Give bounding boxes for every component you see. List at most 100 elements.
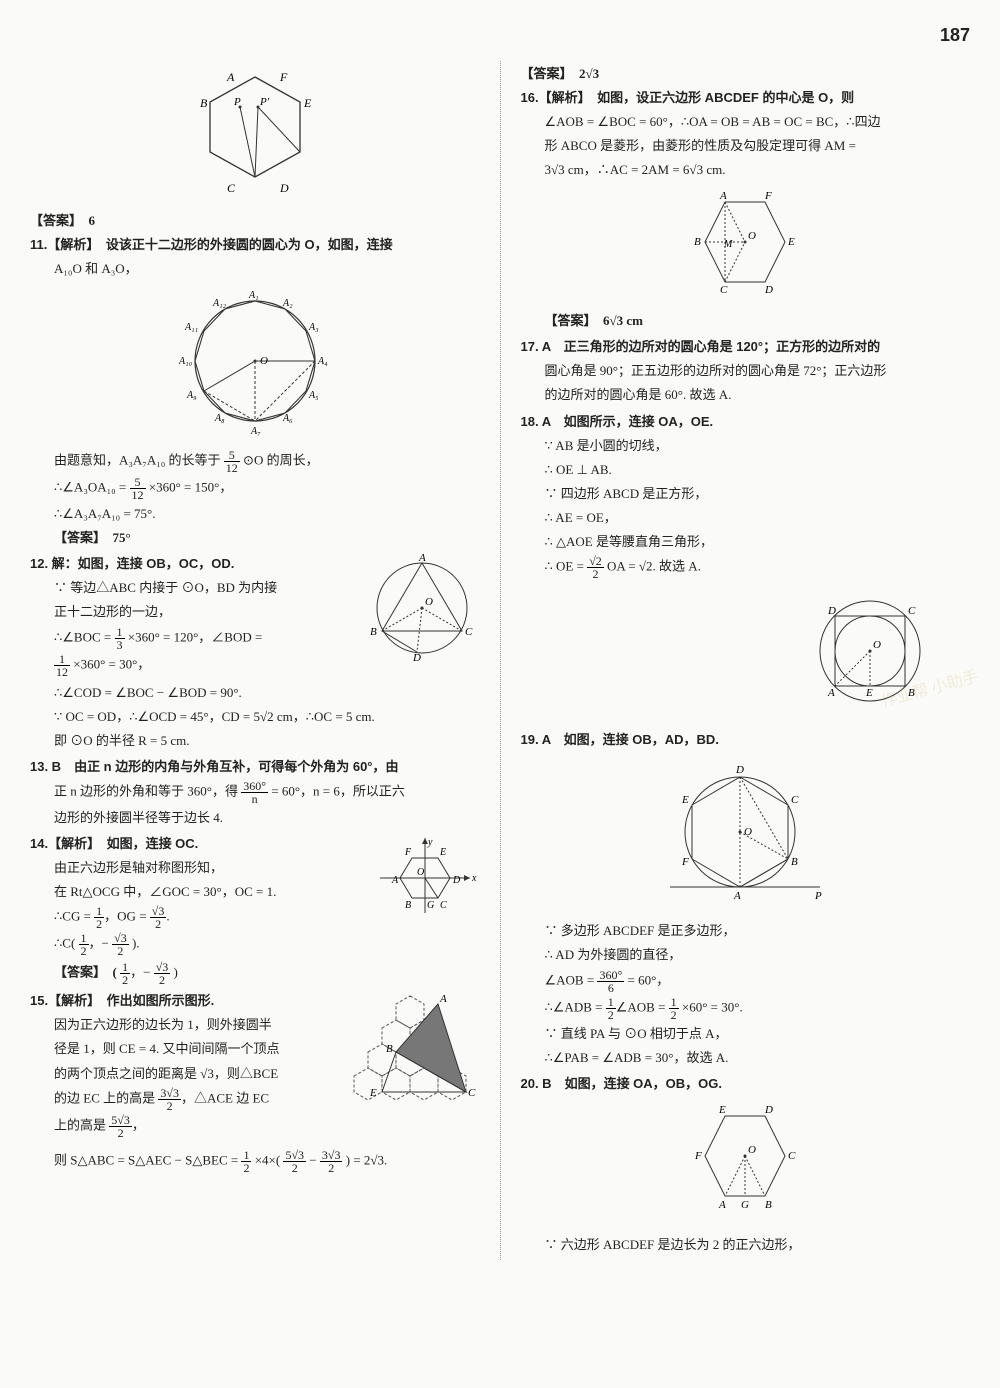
answer-14: 【答案】 ( 12，− √32 ): [30, 961, 480, 986]
q18-l3: ∵ 四边形 ABCD 是正方形，: [521, 483, 971, 505]
page-number: 187: [30, 20, 970, 51]
svg-text:C: C: [791, 794, 799, 806]
svg-text:F: F: [279, 70, 288, 84]
svg-text:A₄: A₄: [317, 356, 328, 367]
svg-text:O: O: [260, 355, 268, 367]
qnum-12: 12. 解：如图，连接 OB，OC，OD.: [30, 556, 234, 571]
svg-text:O: O: [744, 826, 752, 838]
q18-l2: ∴ OE ⊥ AB.: [521, 459, 971, 481]
svg-text:B: B: [765, 1199, 772, 1211]
svg-text:B: B: [386, 1043, 393, 1055]
svg-text:D: D: [764, 1104, 773, 1116]
svg-text:D: D: [764, 284, 773, 296]
qnum-15: 15.【解析】 作出如图所示图形.: [30, 993, 214, 1008]
svg-text:D: D: [452, 875, 461, 886]
fig-20: E D F C A B G O: [521, 1101, 971, 1228]
svg-text:C: C: [440, 900, 447, 911]
svg-text:A: A: [718, 1199, 726, 1211]
svg-text:F: F: [681, 856, 689, 868]
answer-10: 【答案】 6: [30, 210, 480, 232]
fig-16: A F B E C D O M: [521, 187, 971, 304]
q11-l2: 由题意知，A₃A₇A₁₀ 的长等于 512 ⊙O 的周长，: [30, 449, 480, 474]
svg-text:F: F: [764, 190, 772, 202]
q19-l5: ∵ 直线 PA 与 ⊙O 相切于点 A，: [521, 1023, 971, 1045]
svg-text:A: A: [391, 875, 399, 886]
q19-l6: ∴∠PAB = ∠ADB = 30°，故选 A.: [521, 1047, 971, 1069]
q18-l5: ∴ △AOE 是等腰直角三角形，: [521, 531, 971, 553]
svg-text:A₉: A₉: [186, 390, 197, 401]
svg-text:C: C: [788, 1150, 796, 1162]
qnum-19: 19. A 如图，连接 OB，AD，BD.: [521, 732, 719, 747]
qnum-14: 14.【解析】 如图，连接 OC.: [30, 836, 198, 851]
content-columns: A F B E C D P P′ 【答案】 6 11.【解析】 设该正十二边形的…: [30, 61, 970, 1260]
svg-text:B: B: [370, 626, 377, 638]
svg-text:B: B: [908, 687, 915, 699]
svg-text:x: x: [471, 873, 477, 884]
fig-10: A F B E C D P P′: [30, 67, 480, 204]
qnum-16: 16.【解析】 如图，设正六边形 ABCDEF 的中心是 O，则: [521, 90, 855, 105]
answer-16: 【答案】 6√3 cm: [521, 310, 971, 332]
q13-l1: 正 n 边形的外角和等于 360°，得 360°n = 60°，n = 6，所以…: [30, 780, 480, 805]
svg-text:A₃: A₃: [308, 322, 319, 333]
svg-text:P′: P′: [259, 96, 270, 108]
q18-l6: ∴ OE = √22 OA = √2. 故选 A.: [521, 555, 971, 580]
svg-text:D: D: [279, 181, 289, 195]
svg-text:E: E: [865, 687, 873, 699]
q15-l6: 则 S△ABC = S△AEC − S△BEC = 12 ×4×( 5√32 −…: [30, 1149, 480, 1174]
svg-text:A₂: A₂: [282, 298, 293, 309]
q14-l4: ∴C( 12，− √32 ).: [30, 932, 480, 957]
q13-l2: 边形的外接圆半径等于边长 4.: [30, 807, 480, 829]
q17-l1: 圆心角是 90°；正五边形的边所对的圆心角是 72°；正六边形: [521, 360, 971, 382]
svg-text:O: O: [417, 867, 424, 878]
svg-text:A₅: A₅: [308, 390, 319, 401]
q12-l6: ∵ OC = OD，∴∠OCD = 45°，CD = 5√2 cm，∴OC = …: [30, 706, 480, 728]
q12-l7: 即 ⊙O 的半径 R = 5 cm.: [30, 730, 480, 752]
svg-text:B: B: [405, 900, 411, 911]
svg-text:B: B: [200, 96, 208, 110]
svg-text:F: F: [404, 847, 412, 858]
svg-text:C: C: [720, 284, 728, 296]
q17-l2: 的边所对的圆心角是 60°. 故选 A.: [521, 384, 971, 406]
svg-text:A: A: [733, 890, 741, 902]
q11-l4: ∴∠A₃A₇A₁₀ = 75°.: [30, 503, 480, 525]
svg-text:C: C: [908, 605, 916, 617]
svg-text:A₁₂: A₁₂: [212, 298, 227, 309]
svg-text:A: A: [439, 993, 447, 1005]
svg-text:O: O: [748, 1144, 756, 1156]
q11-l1: A₁₀O 和 A₃O，: [30, 258, 480, 280]
svg-text:P: P: [814, 890, 822, 902]
qnum-17: 17. A 正三角形的边所对的圆心角是 120°；正方形的边所对的: [521, 339, 881, 354]
q11-l3: ∴∠A₃OA₁₀ = 512 ×360° = 150°，: [30, 476, 480, 501]
q19-l3: ∠AOB = 360°6 = 60°，: [521, 969, 971, 994]
column-divider: [500, 61, 501, 1260]
fig-18: D C A B E O 作业帮 小助手: [521, 586, 971, 723]
q19-l2: ∴ AD 为外接圆的直径，: [521, 944, 971, 966]
fig-19: D E C F B A P O: [521, 757, 971, 914]
svg-text:E: E: [439, 847, 446, 858]
fig-11: O A₁ A₂ A₃ A₄ A₅ A₆ A₇ A₈ A₉ A₁₀ A₁₁ A₁₂: [30, 286, 480, 443]
svg-text:D: D: [735, 764, 744, 776]
q18-l4: ∴ AE = OE，: [521, 507, 971, 529]
svg-text:B: B: [694, 236, 701, 248]
svg-text:D: D: [827, 605, 836, 617]
svg-text:A₁₁: A₁₁: [184, 322, 198, 333]
qnum-18: 18. A 如图所示，连接 OA，OE.: [521, 414, 714, 429]
svg-text:A₁₀: A₁₀: [178, 356, 193, 367]
svg-text:A: A: [226, 70, 235, 84]
svg-text:A₁: A₁: [248, 290, 259, 301]
svg-text:O: O: [425, 596, 433, 608]
q18-l1: ∵ AB 是小圆的切线，: [521, 435, 971, 457]
fig-12: A B C D O: [365, 553, 480, 670]
svg-text:E: E: [369, 1087, 377, 1099]
svg-text:E: E: [787, 236, 795, 248]
svg-text:y: y: [427, 837, 433, 848]
q19-l4: ∴∠ADB = 12∠AOB = 12 ×60° = 30°.: [521, 996, 971, 1021]
svg-text:M: M: [723, 239, 733, 250]
q12-l5: ∴∠COD = ∠BOC − ∠BOD = 90°.: [30, 682, 480, 704]
qnum-13: 13. B 由正 n 边形的内角与外角互补，可得每个外角为 60°，由: [30, 759, 399, 774]
svg-text:G: G: [741, 1199, 749, 1211]
svg-text:C: C: [227, 181, 236, 195]
svg-text:B: B: [791, 856, 798, 868]
svg-text:A: A: [827, 687, 835, 699]
answer-11: 【答案】 75°: [30, 527, 480, 549]
